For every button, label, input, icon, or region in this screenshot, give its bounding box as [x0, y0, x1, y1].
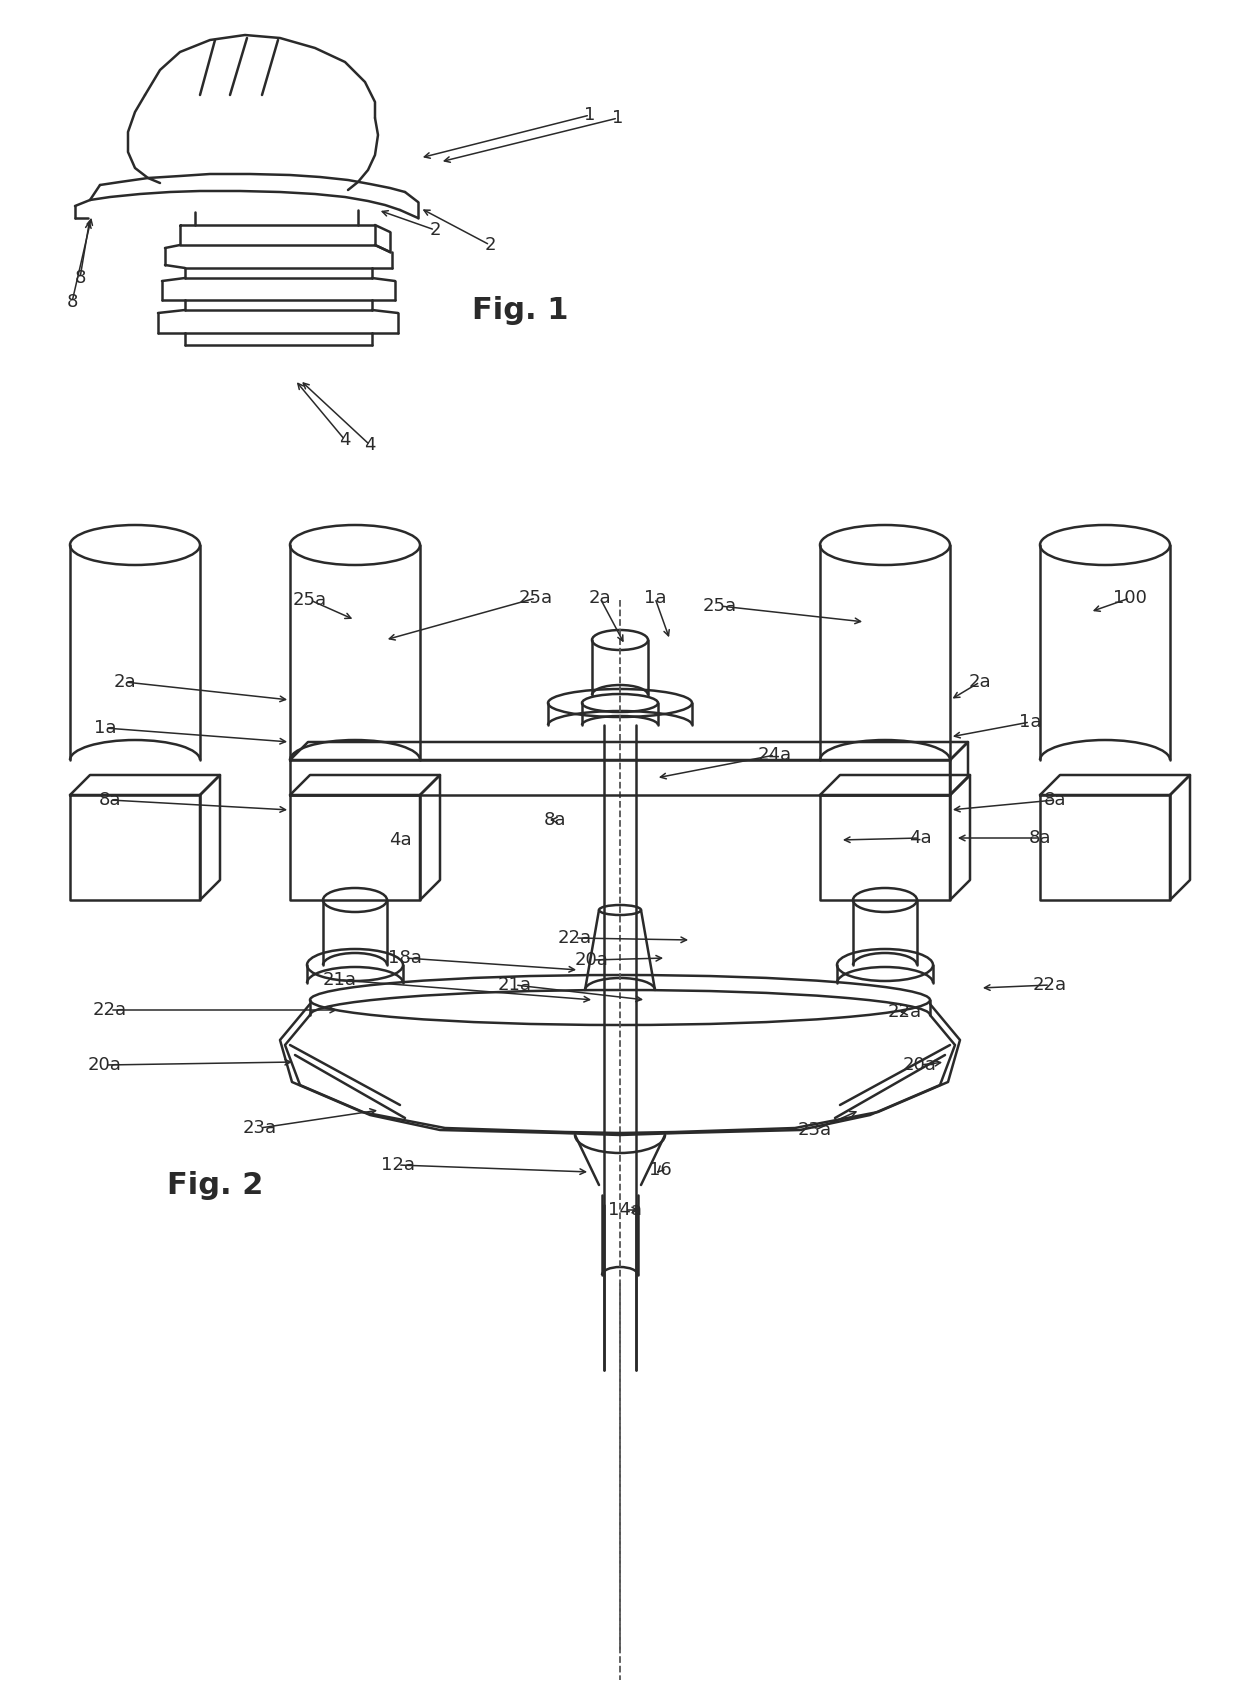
Text: 14a: 14a — [608, 1200, 642, 1219]
Text: 2a: 2a — [589, 588, 611, 607]
Text: 1: 1 — [613, 109, 624, 127]
Text: 23a: 23a — [243, 1119, 277, 1137]
Text: 100: 100 — [1114, 588, 1147, 607]
Text: 2a: 2a — [968, 673, 991, 690]
Text: Fig. 2: Fig. 2 — [167, 1171, 263, 1200]
Text: 8a: 8a — [1029, 830, 1052, 847]
Text: 4: 4 — [340, 432, 351, 449]
Text: 20a: 20a — [575, 950, 609, 969]
Text: 25a: 25a — [293, 592, 327, 609]
Text: 4a: 4a — [909, 830, 931, 847]
Text: 1a: 1a — [644, 588, 666, 607]
Text: 1a: 1a — [1019, 712, 1042, 731]
Text: 21a: 21a — [322, 971, 357, 989]
Text: 25a: 25a — [703, 597, 737, 615]
Text: 12a: 12a — [381, 1156, 415, 1175]
Text: 21a: 21a — [498, 976, 532, 994]
Text: 16: 16 — [649, 1161, 671, 1180]
Text: 8: 8 — [74, 269, 86, 287]
Text: 2a: 2a — [114, 673, 136, 690]
Text: 18a: 18a — [388, 949, 422, 967]
Text: 25a: 25a — [518, 588, 553, 607]
Text: 24a: 24a — [758, 746, 792, 763]
Text: 8a: 8a — [544, 811, 567, 830]
Text: 1: 1 — [584, 105, 595, 124]
Text: 8a: 8a — [99, 790, 122, 809]
Text: 22a: 22a — [93, 1001, 126, 1018]
Text: 8a: 8a — [1044, 790, 1066, 809]
Text: 4: 4 — [365, 435, 376, 454]
Text: 20a: 20a — [88, 1056, 122, 1074]
Text: 22a: 22a — [1033, 976, 1068, 994]
Text: 1a: 1a — [94, 719, 117, 738]
Text: 8: 8 — [66, 292, 78, 311]
Text: Fig. 1: Fig. 1 — [471, 296, 568, 325]
Text: 2: 2 — [485, 236, 496, 253]
Text: 4a: 4a — [388, 831, 412, 848]
Text: 20a: 20a — [903, 1056, 937, 1074]
Text: 22a: 22a — [888, 1003, 923, 1022]
Text: 22a: 22a — [558, 928, 591, 947]
Text: 23a: 23a — [797, 1120, 832, 1139]
Text: 2: 2 — [429, 221, 440, 240]
